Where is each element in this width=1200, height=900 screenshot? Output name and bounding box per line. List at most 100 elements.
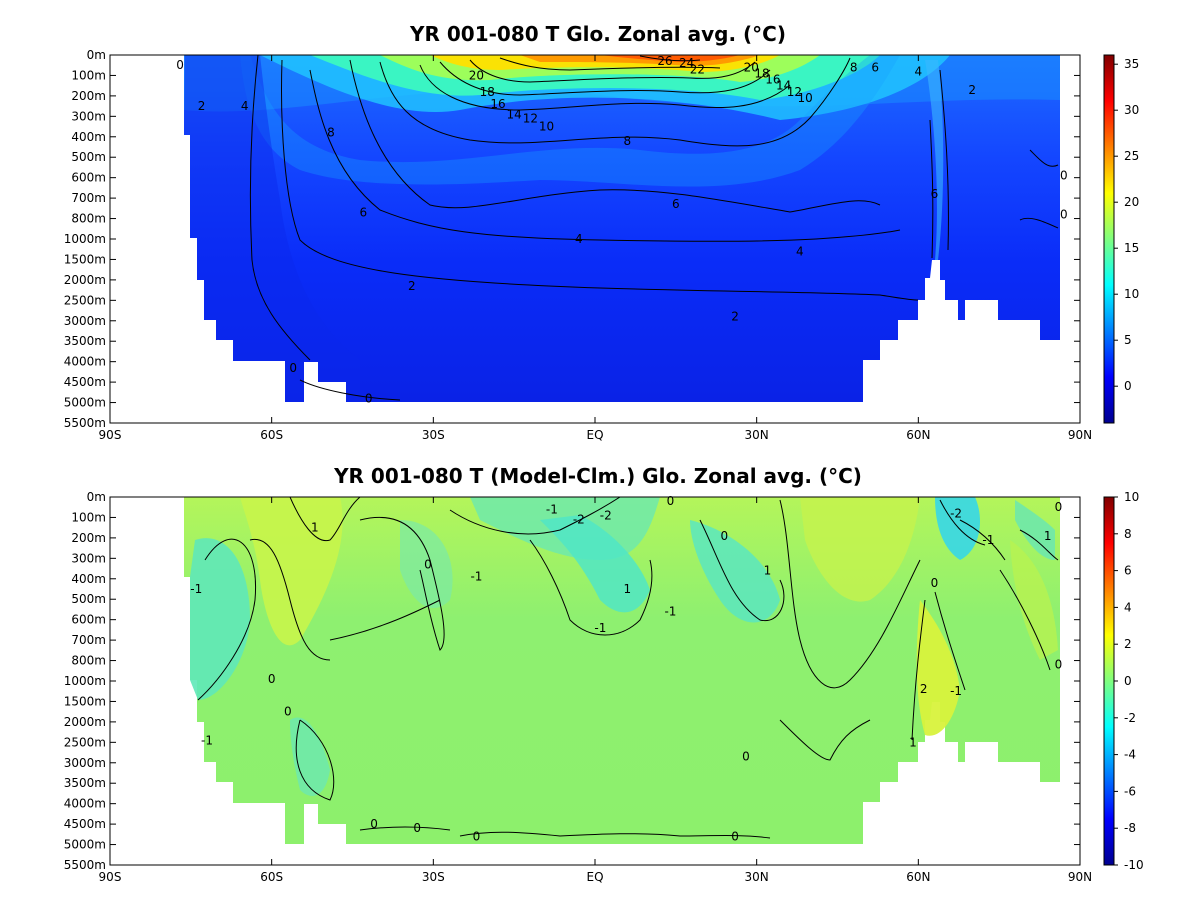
contour-label: 2 bbox=[731, 310, 739, 324]
y-tick-label: 0m bbox=[87, 490, 106, 504]
contour-label: 1 bbox=[624, 582, 632, 596]
contour-label: 20 bbox=[469, 68, 484, 82]
contour-label: 2 bbox=[968, 83, 976, 97]
contour-label: 0 bbox=[742, 750, 750, 764]
contour-label: 1 bbox=[1044, 529, 1052, 543]
contour-label: 0 bbox=[365, 391, 373, 405]
contour-label: -1 bbox=[201, 733, 213, 747]
contour-label: 18 bbox=[480, 85, 495, 99]
contour-label: 4 bbox=[915, 64, 923, 78]
contour-label: 0 bbox=[731, 829, 739, 843]
y-tick-label: 4000m bbox=[64, 797, 106, 811]
y-tick-label: 4500m bbox=[64, 375, 106, 389]
contour-label: 18 bbox=[754, 66, 769, 80]
contour-label: 0 bbox=[473, 829, 481, 843]
contour-label: -2 bbox=[573, 512, 585, 526]
contour-label: 20 bbox=[744, 60, 759, 74]
colorbar-tick-label: -4 bbox=[1124, 748, 1136, 762]
y-tick-label: 1500m bbox=[64, 252, 106, 266]
contour-label: -1 bbox=[546, 502, 558, 516]
contour-label: -2 bbox=[950, 506, 962, 520]
colorbar-tick-label: -8 bbox=[1124, 821, 1136, 835]
contour-label: 0 bbox=[1060, 169, 1068, 183]
x-tick-label: 60N bbox=[906, 428, 930, 442]
y-tick-label: 4500m bbox=[64, 817, 106, 831]
axes-ticks-top: 0m 100m 200m 300m 400m 500m 600m 700m 800m 1000m 1… bbox=[64, 48, 1092, 442]
y-tick-label: 2500m bbox=[64, 293, 106, 307]
contour-label: 8 bbox=[850, 60, 858, 74]
y-tick-label: 5000m bbox=[64, 838, 106, 852]
colorbar-tick-label: 0 bbox=[1124, 379, 1132, 393]
y-tick-label: 200m bbox=[71, 89, 106, 103]
x-tick-label: 90N bbox=[1068, 870, 1092, 884]
colorbar-tick-label: 10 bbox=[1124, 490, 1139, 504]
x-tick-label: EQ bbox=[586, 870, 603, 884]
y-tick-label: 600m bbox=[71, 171, 106, 185]
contour-label: -1 bbox=[594, 621, 606, 635]
x-tick-label: 90S bbox=[99, 428, 122, 442]
y-tick-label: 800m bbox=[71, 654, 106, 668]
contour-label: -1 bbox=[982, 533, 994, 547]
contour-label: 14 bbox=[507, 107, 522, 121]
contour-label: 6 bbox=[871, 60, 879, 74]
x-tick-label: 90S bbox=[99, 870, 122, 884]
contour-label: 6 bbox=[359, 205, 367, 219]
contour-label: 8 bbox=[327, 126, 335, 140]
contour-label: 12 bbox=[523, 111, 538, 125]
y-tick-label: 0m bbox=[87, 48, 106, 62]
contour-label: 16 bbox=[490, 97, 505, 111]
y-tick-label: 1000m bbox=[64, 232, 106, 246]
contour-label: 0 bbox=[721, 529, 729, 543]
contour-label: 2 bbox=[408, 279, 416, 293]
contour-label: 8 bbox=[624, 134, 632, 148]
contour-label: 0 bbox=[1055, 500, 1063, 514]
y-tick-label: 300m bbox=[71, 551, 106, 565]
colorbar-tick-label: -10 bbox=[1124, 858, 1144, 872]
y-tick-label: 600m bbox=[71, 613, 106, 627]
panel-top: YR 001-080 T Glo. Zonal avg. (°C) bbox=[64, 22, 1140, 442]
contour-label: 12 bbox=[787, 85, 802, 99]
contour-label: 26 bbox=[657, 54, 672, 68]
y-tick-label: 5500m bbox=[64, 416, 106, 430]
y-tick-label: 1500m bbox=[64, 694, 106, 708]
colorbar-tick-label: 6 bbox=[1124, 564, 1132, 578]
contour-label: 0 bbox=[284, 705, 292, 719]
y-tick-label: 2000m bbox=[64, 715, 106, 729]
colorbar-tick-label: -2 bbox=[1124, 711, 1136, 725]
contour-label: 4 bbox=[575, 232, 583, 246]
contour-label: -1 bbox=[190, 582, 202, 596]
y-tick-label: 100m bbox=[71, 68, 106, 82]
contour-label: 4 bbox=[241, 99, 249, 113]
contour-label: 0 bbox=[413, 821, 421, 835]
y-tick-label: 200m bbox=[71, 531, 106, 545]
contour-label: 0 bbox=[370, 817, 378, 831]
x-tick-label: 60S bbox=[260, 428, 283, 442]
y-tick-label: 3000m bbox=[64, 314, 106, 328]
contour-labels-bottom: 1 0 -1 -1 0 0 -1 0 0 0 -1 -2 -2 0 0 1 -1 -1 1 0 0 0 -2 -1 1 0 0 2 -1… bbox=[190, 494, 1062, 843]
y-tick-label: 5500m bbox=[64, 858, 106, 872]
x-tick-label: 90N bbox=[1068, 428, 1092, 442]
contour-label: 14 bbox=[776, 79, 791, 93]
contour-label: 0 bbox=[1055, 658, 1063, 672]
y-tick-label: 700m bbox=[71, 633, 106, 647]
colorbar-tick-label: 25 bbox=[1124, 149, 1139, 163]
colorbar-tick-label: 4 bbox=[1124, 600, 1132, 614]
panel-bottom-title: YR 001-080 T (Model-Clm.) Glo. Zonal avg… bbox=[333, 464, 862, 488]
x-tick-label: 30N bbox=[745, 428, 769, 442]
contour-label: 10 bbox=[798, 91, 813, 105]
axes-ticks-bottom: 0m 100m 200m 300m 400m 500m 600m 700m 800m 1000m 1… bbox=[64, 490, 1092, 884]
x-tick-label: EQ bbox=[586, 428, 603, 442]
x-tick-label: 30S bbox=[422, 870, 445, 884]
contour-label: -1 bbox=[470, 570, 482, 584]
contour-lines-top bbox=[249, 55, 1059, 401]
y-tick-label: 100m bbox=[71, 510, 106, 524]
contour-label: -1 bbox=[664, 604, 676, 618]
y-tick-label: 3500m bbox=[64, 776, 106, 790]
contour-label: 16 bbox=[765, 73, 780, 87]
colorbar-tick-label: 15 bbox=[1124, 241, 1139, 255]
y-tick-label: 1000m bbox=[64, 674, 106, 688]
y-tick-label: 2500m bbox=[64, 735, 106, 749]
contour-label: 2 bbox=[198, 99, 206, 113]
colorbar-bottom: 10 8 6 4 2 0 -2 -4 -6 -8 -10 bbox=[1103, 490, 1144, 872]
